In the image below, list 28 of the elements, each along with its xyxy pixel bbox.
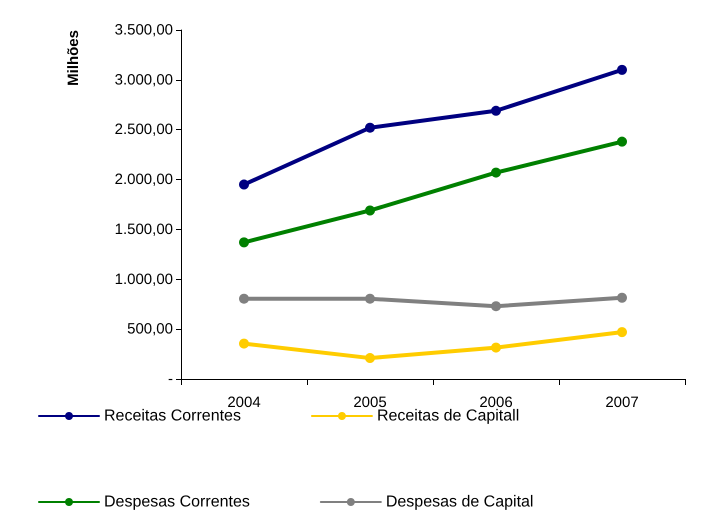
point — [491, 168, 501, 178]
point — [365, 353, 375, 364]
point — [617, 327, 627, 338]
legend-label: Despesas Correntes — [104, 494, 250, 510]
y-tick-label: 3.000,00 — [114, 71, 173, 88]
y-tick-label: - — [168, 370, 173, 388]
point — [617, 292, 627, 303]
y-tick-label: 1.000,00 — [114, 270, 173, 288]
point — [239, 180, 249, 190]
y-tick-label: 1.500,00 — [114, 220, 173, 238]
x-tick-label: 2007 — [605, 394, 639, 411]
point — [365, 205, 375, 216]
point — [239, 294, 249, 304]
point — [365, 294, 375, 304]
point — [491, 301, 501, 312]
y-axis-title: Milhões — [65, 30, 82, 86]
legend-label: Despesas de Capital — [386, 494, 534, 510]
point — [365, 122, 375, 133]
y-tick-label: 3.500,00 — [114, 22, 173, 38]
point — [617, 64, 627, 75]
point — [491, 106, 501, 116]
point — [617, 136, 627, 147]
y-tick-label: 2.000,00 — [114, 171, 173, 188]
point — [239, 338, 249, 349]
point — [491, 342, 501, 353]
y-tick-label: 2.500,00 — [114, 121, 173, 138]
y-tick-label: 500,00 — [127, 320, 173, 338]
point — [239, 237, 249, 248]
